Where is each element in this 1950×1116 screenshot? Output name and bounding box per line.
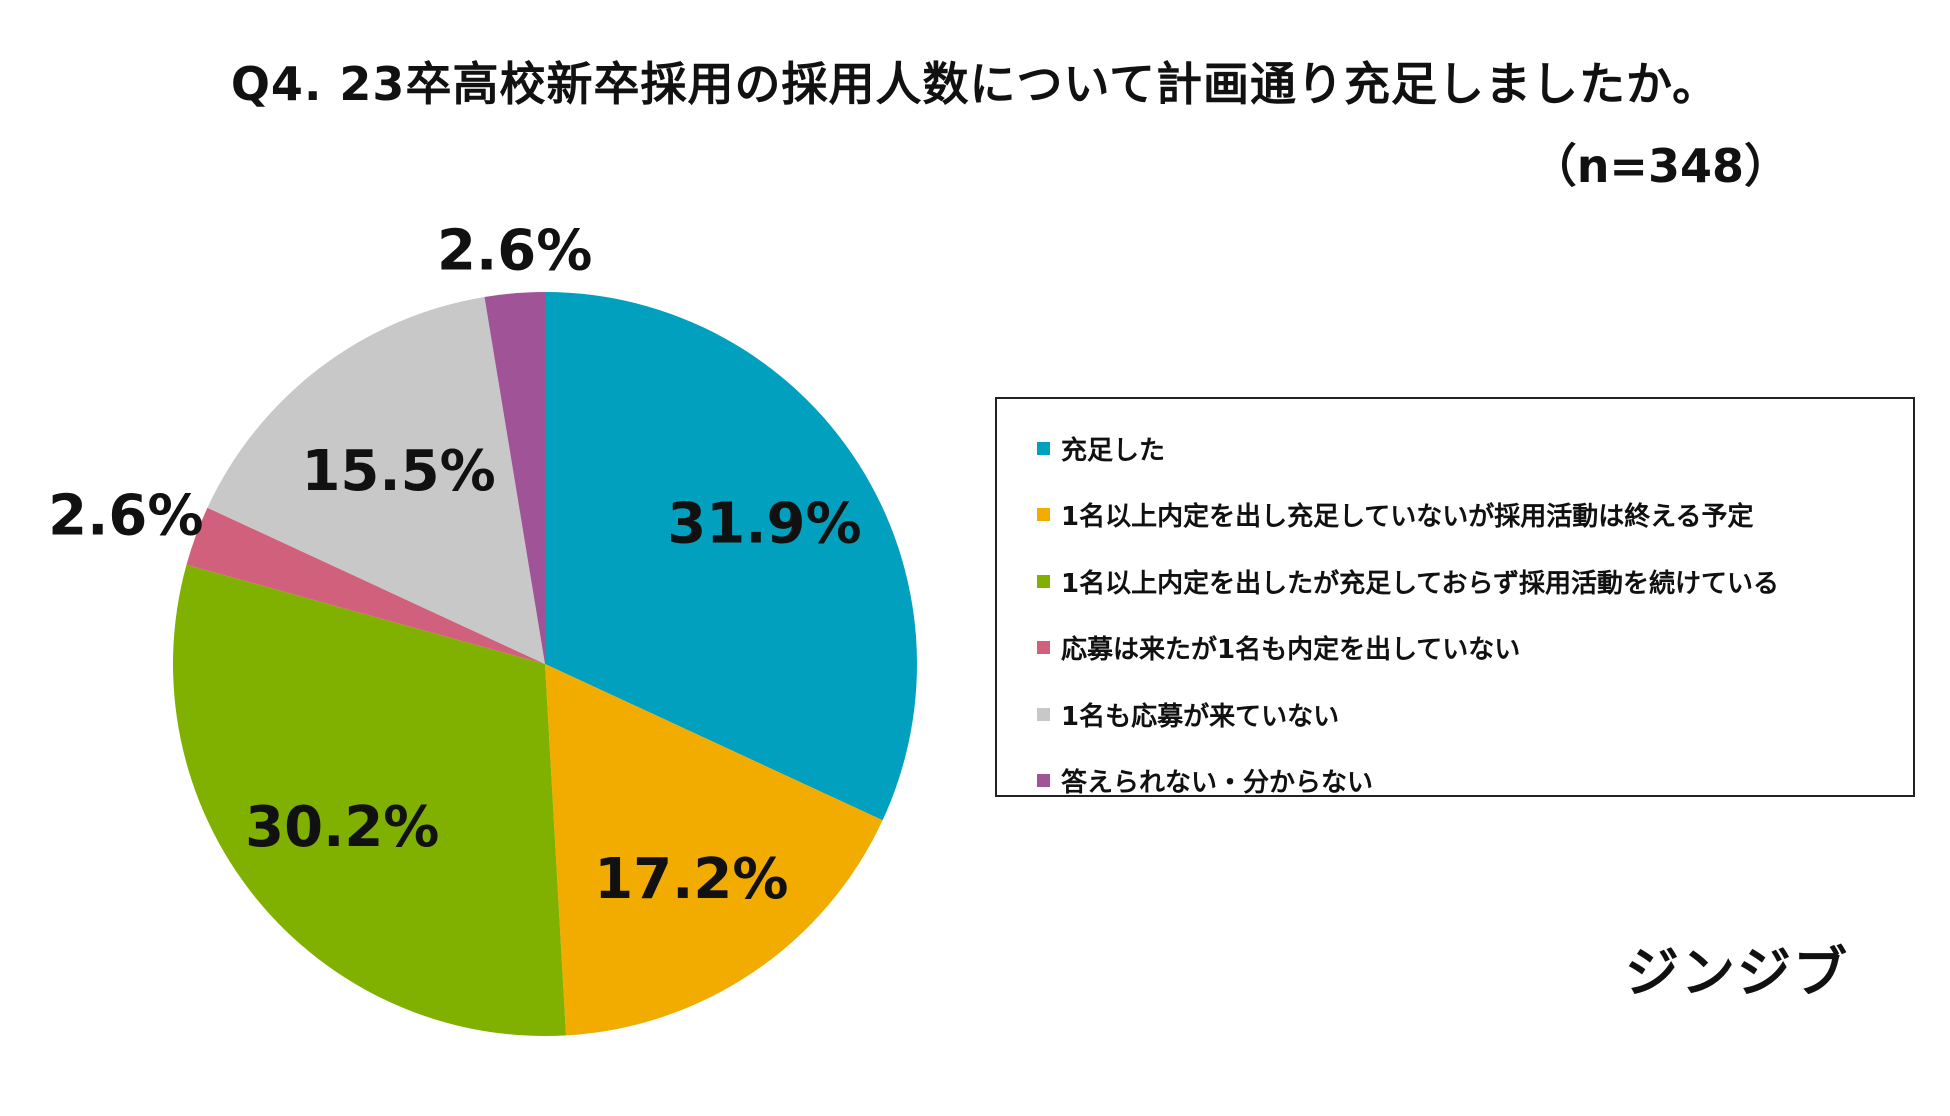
slice-label: 2.6%	[48, 483, 203, 548]
slice-label: 15.5%	[301, 439, 495, 504]
pie-slice	[484, 292, 545, 664]
legend-label: 1名以上内定を出し充足していないが採用活動は終える予定	[1061, 502, 1754, 533]
legend-label: 答えられない・分からない	[1061, 768, 1374, 799]
pie-slice	[207, 296, 546, 664]
legend-swatch	[1037, 707, 1050, 721]
legend: 充足した 1名以上内定を出し充足していないが採用活動は終える予定 1名以上内定を…	[995, 397, 1915, 798]
legend-item: 1名以上内定を出し充足していないが採用活動は終える予定	[1037, 482, 1913, 549]
legend-label: 1名も応募が来ていない	[1061, 701, 1340, 732]
pie-slice	[173, 564, 567, 1036]
legend-swatch	[1037, 641, 1050, 655]
legend-label: 充足した	[1061, 435, 1166, 466]
legend-item: 1名以上内定を出したが充足しておらず採用活動を続けている	[1037, 548, 1913, 615]
legend-swatch	[1037, 441, 1050, 455]
legend-item: 答えられない・分からない	[1037, 748, 1913, 815]
slice-label: 2.6%	[437, 219, 592, 284]
legend-swatch	[1037, 574, 1050, 588]
sample-size: （n=348）	[1530, 139, 1790, 193]
legend-item: 応募は来たが1名も内定を出していない	[1037, 615, 1913, 682]
slice-label: 30.2%	[245, 795, 439, 860]
slice-label: 31.9%	[667, 491, 861, 556]
brand-logo: ジンジブ	[1625, 941, 1849, 1004]
slice-label: 17.2%	[594, 847, 788, 912]
legend-label: 応募は来たが1名も内定を出していない	[1061, 635, 1521, 666]
legend-label: 1名以上内定を出したが充足しておらず採用活動を続けている	[1061, 568, 1780, 599]
chart-title: Q4. 23卒高校新卒採用の採用人数について計画通り充足しましたか。	[230, 57, 1720, 111]
pie-slice	[186, 507, 545, 664]
legend-item: 充足した	[1037, 415, 1913, 482]
legend-swatch	[1037, 508, 1050, 522]
legend-item: 1名も応募が来ていない	[1037, 681, 1913, 748]
pie-slice	[545, 292, 918, 821]
legend-swatch	[1037, 774, 1050, 788]
pie-slice	[545, 664, 883, 1036]
